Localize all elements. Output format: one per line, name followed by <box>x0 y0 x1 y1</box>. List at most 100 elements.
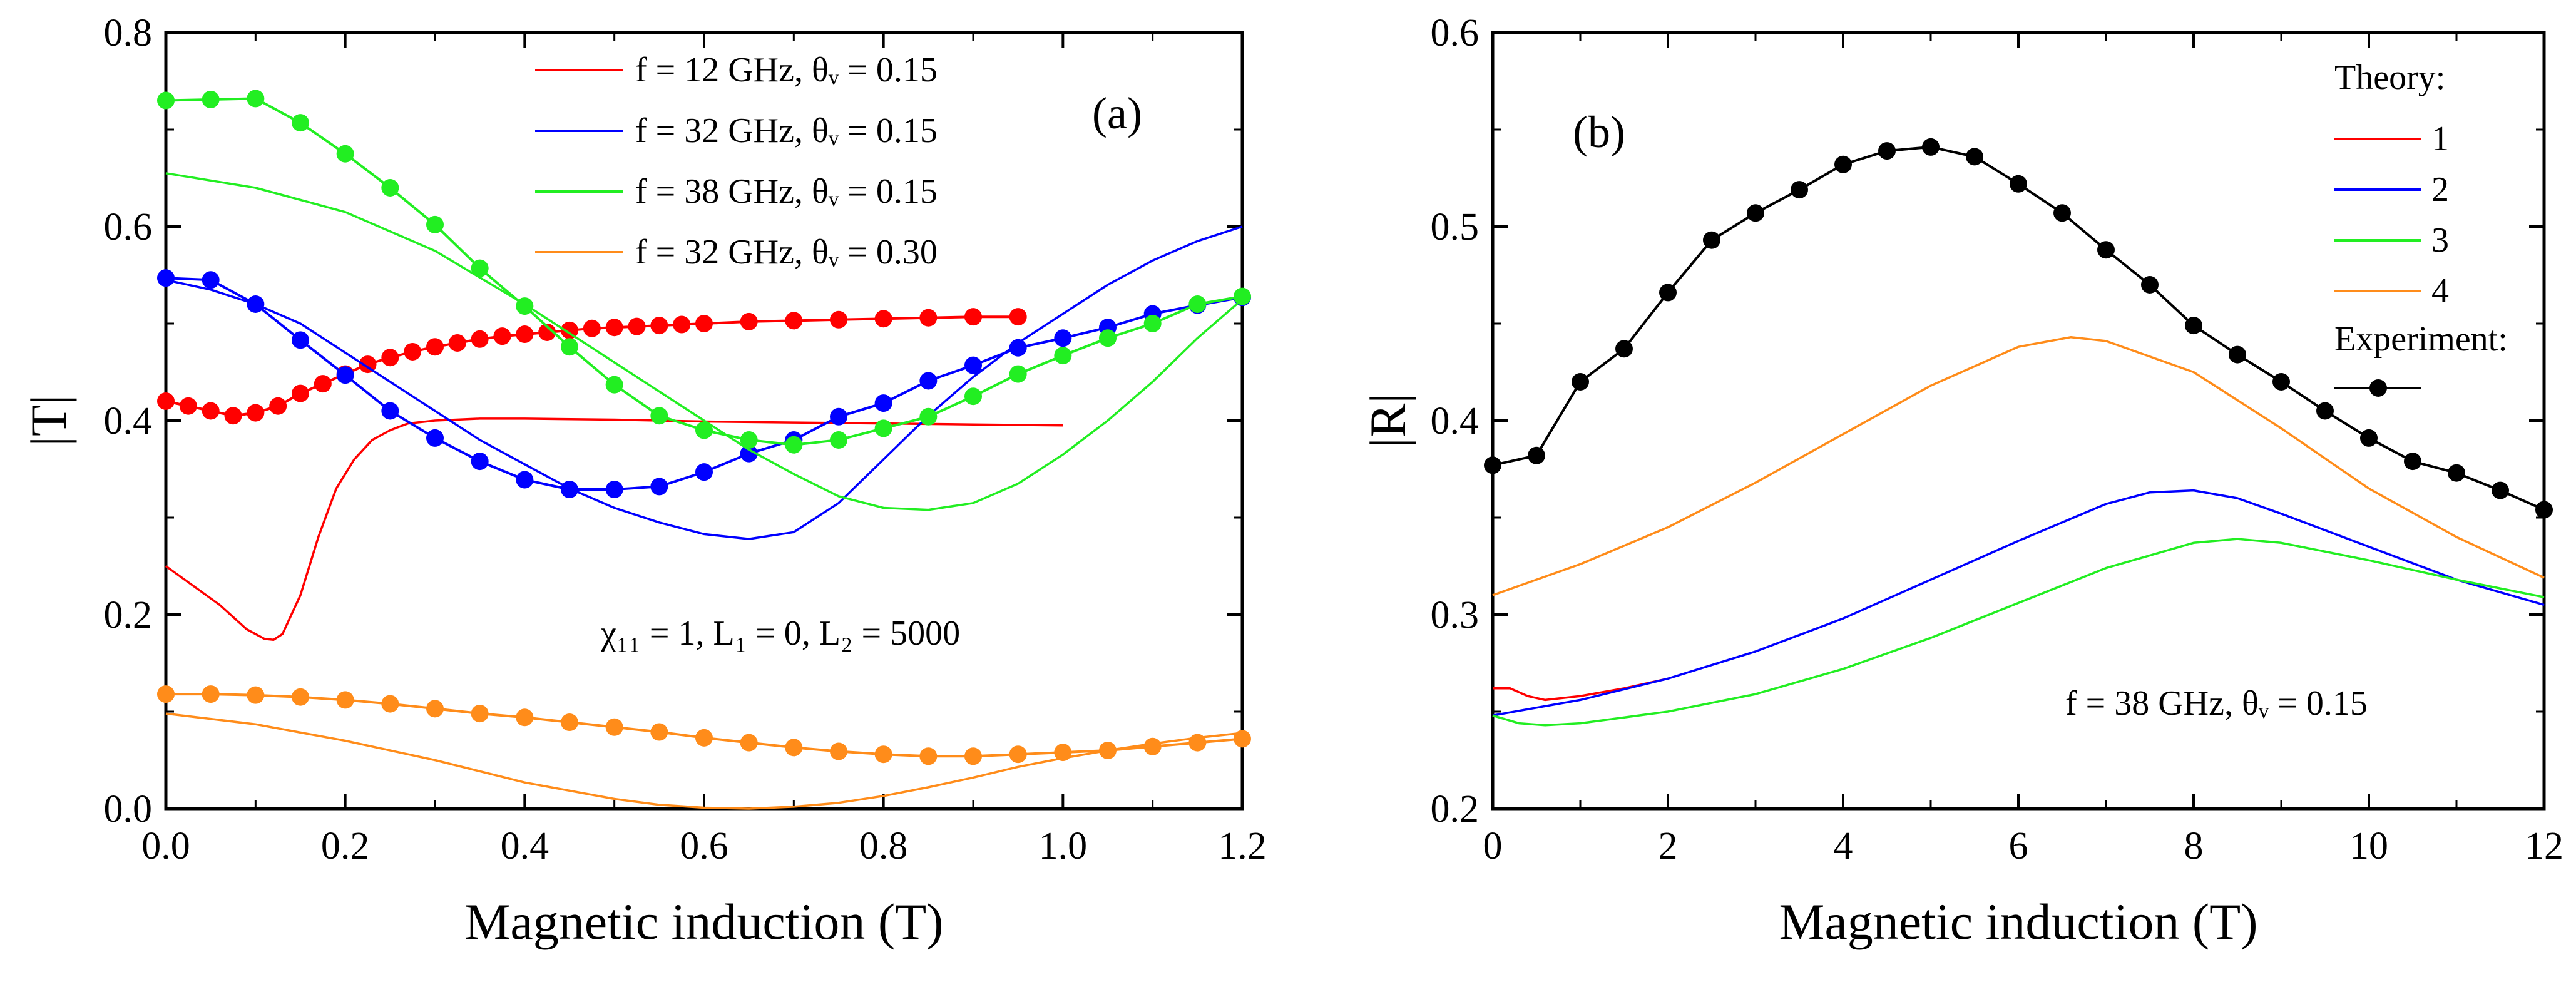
panel-a-series-exp-5-point <box>561 338 578 356</box>
panel-a-series-exp-5-point <box>605 376 623 394</box>
panel-b-series-theory-2-line <box>1492 538 2545 727</box>
panel-a-series-exp-3-point <box>471 453 489 471</box>
panel-a-xtick-label: 0.4 <box>501 825 549 867</box>
panel-b-series-exp-4-point <box>1791 181 1808 199</box>
panel-a-legend-label: f = 32 GHz, θᵥ = 0.15 <box>635 111 938 150</box>
panel-a-series-exp-5-point <box>964 387 982 406</box>
panel-a: 0.0 0.2 0.4 0.6 0.8 1.0 1.2 0.0 0.2 0.4 0.6 0.8 f =… <box>20 12 1267 950</box>
panel-a-series-exp-7-line <box>166 693 1243 758</box>
panel-a-series-exp-5-point <box>695 421 713 439</box>
panel-a-series-exp-1-point <box>650 317 668 335</box>
panel-a-series-exp-7-point <box>650 723 668 741</box>
panel-b-series-exp-4-point <box>1834 155 1852 173</box>
panel-a-series-exp-7-point <box>516 708 534 727</box>
panel-a-series-exp-3-point <box>292 331 309 349</box>
panel-b-label: (b) <box>1573 107 1625 157</box>
panel-b-series-exp-4-point <box>2404 453 2421 471</box>
panel-b-series-exp-4-point <box>2360 429 2378 447</box>
panel-a-series-exp-1-point <box>404 342 422 361</box>
panel-a-series-exp-5-point <box>1054 347 1072 365</box>
panel-a-ylabel: |T| <box>20 395 77 447</box>
panel-a-series-exp-3-point <box>157 269 175 287</box>
panel-a-series-exp-5-point <box>157 91 175 110</box>
panel-a-ytick-label: 0.2 <box>104 594 153 637</box>
panel-a-xlabel: Magnetic induction (T) <box>464 893 943 950</box>
panel-b-series <box>1484 138 2553 727</box>
panel-a-xtick-label: 0.0 <box>141 825 190 867</box>
panel-b-series-exp-4-point <box>2272 373 2290 391</box>
panel-a-series-exp-5-point <box>336 145 354 163</box>
panel-a-series-exp-1-point <box>381 349 399 367</box>
panel-a-series-exp-7-point <box>381 695 399 713</box>
panel-a-series-exp-1-point <box>471 330 489 348</box>
panel-a-series-exp-5-point <box>1188 295 1207 313</box>
panel-b-series-exp-4-point <box>1966 148 1983 166</box>
panel-b-ylabel: |R| <box>1359 393 1416 448</box>
panel-a-series-exp-7-point <box>1009 745 1027 764</box>
panel-a-series-exp-3-point <box>336 366 354 384</box>
panel-b-series-exp-4-point <box>1703 231 1720 249</box>
panel-a-series-exp-1-point <box>605 319 623 337</box>
panel-a-series-exp-1-point <box>830 310 847 329</box>
panel-b-series-theory-0-line <box>1493 677 1669 702</box>
panel-b-legend-experiment-title: Experiment: <box>2334 320 2508 359</box>
panel-b-xtick-label: 12 <box>2525 825 2563 867</box>
panel-a-series-exp-5-point <box>516 297 534 315</box>
panel-a-series-exp-5-point <box>874 419 892 437</box>
panel-a-series-theory-0-line <box>165 417 1063 642</box>
panel-a-series-exp-7-point <box>964 747 982 765</box>
panel-a-series-exp-1-point <box>874 310 892 328</box>
panel-a-series-exp-1-point <box>292 384 309 402</box>
panel-a-series-exp-3-point <box>1054 329 1072 347</box>
panel-b-xtick-label: 10 <box>2349 825 2388 867</box>
panel-b-series-exp-4-point <box>2185 317 2202 335</box>
panel-a-ytick-label: 0.6 <box>104 206 153 248</box>
panel-a-series-exp-3-point <box>650 478 668 496</box>
panel-a-xtick-label: 1.0 <box>1039 825 1088 867</box>
panel-a-series-exp-3-point <box>516 471 534 489</box>
panel-a-series-exp-7-point <box>1054 744 1072 762</box>
panel-b-xtick-label: 2 <box>1659 825 1678 867</box>
panel-b-series-theory-1-line <box>1492 489 2545 717</box>
panel-a-series-exp-1-point <box>740 312 758 330</box>
panel-b-legend-label: 3 <box>2431 221 2449 260</box>
panel-b-series-exp-4-point <box>1528 446 1545 464</box>
panel-a-series-exp-1-point <box>538 323 556 341</box>
panel-a-series-exp-3-point <box>874 394 892 412</box>
panel-b-ytick-label: 0.5 <box>1431 206 1480 248</box>
panel-b-xtick-label: 8 <box>2184 825 2204 867</box>
panel-a-series-exp-1-point <box>202 402 220 420</box>
panel-b-ytick-label: 0.4 <box>1431 400 1480 442</box>
panel-a-series-exp-5-point <box>919 407 938 426</box>
panel-b-series-exp-4-point <box>1659 284 1677 302</box>
panel-a-legend-label: f = 32 GHz, θᵥ = 0.30 <box>635 233 938 272</box>
panel-b: 0 2 4 6 8 10 120.20.30.40.50.6 Theory:1234Expe… <box>1359 12 2563 950</box>
panel-a-series-exp-7-point <box>740 734 758 752</box>
panel-b-frame <box>1491 31 2546 811</box>
panel-a-series-exp-1-point <box>359 355 377 374</box>
panel-a-series-exp-1-point <box>493 327 511 345</box>
panel-a-series-exp-5-point <box>1099 329 1117 347</box>
panel-a-series-exp-1-point <box>179 397 197 415</box>
panel-a-series-exp-7-point <box>919 747 938 765</box>
panel-b-ytick-label: 0.6 <box>1431 12 1480 54</box>
panel-b-xtick-label: 4 <box>1834 825 1853 867</box>
panel-a-series-exp-5-point <box>650 407 668 425</box>
panel-a-series-exp-7-point <box>1234 730 1251 748</box>
panel-a-series-exp-5-point <box>1009 365 1027 383</box>
panel-a-ytick-label: 0.8 <box>104 12 153 54</box>
panel-a-annotation: χ₁₁ = 1, L₁ = 0, L₂ = 5000 <box>600 614 960 653</box>
panel-a-series-exp-7-point <box>1099 742 1117 759</box>
panel-a-series-exp-3-point <box>605 481 623 499</box>
panel-a-xtick-label: 0.8 <box>859 825 908 867</box>
panel-a-series-exp-7-point <box>874 745 892 764</box>
panel-a-series-exp-7-point <box>247 686 265 704</box>
panel-a-series-exp-1-point <box>919 309 938 327</box>
panel-a-label: (a) <box>1092 88 1142 138</box>
panel-a-series-exp-3-point <box>1009 339 1027 357</box>
panel-a-series-exp-7-point <box>1143 737 1162 755</box>
panel-b-series-exp-4-point <box>1615 340 1633 358</box>
panel-b-series-exp-4-point <box>2097 241 2115 259</box>
panel-b-legend-label: 4 <box>2431 272 2449 310</box>
